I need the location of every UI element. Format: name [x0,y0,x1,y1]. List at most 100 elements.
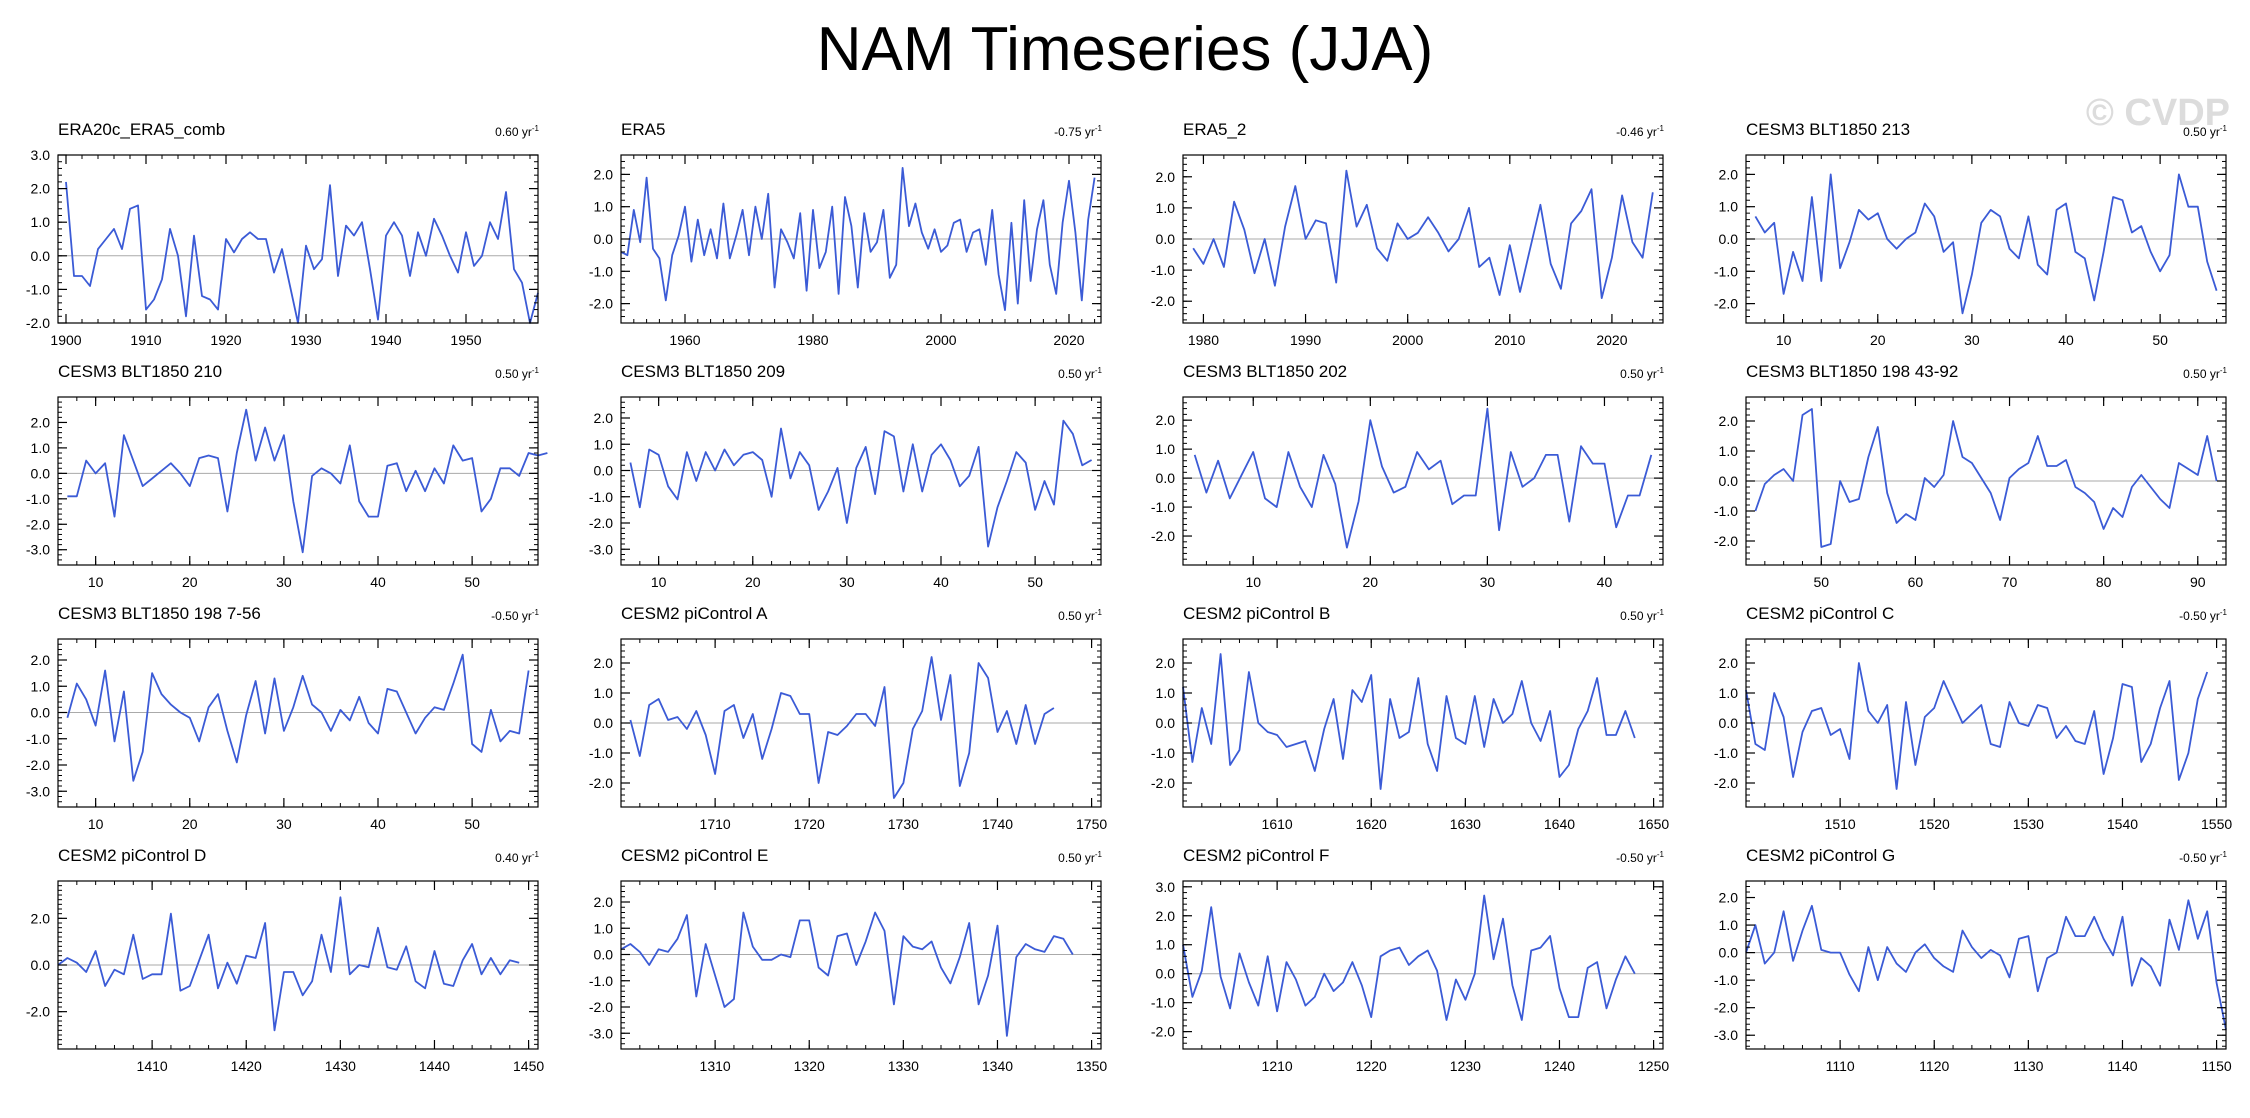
x-tick-label: 70 [2002,574,2018,590]
trend-label: 0.50 yr-1 [1058,608,1102,623]
trend-unit: yr [2209,851,2220,865]
x-tick-label: 10 [1245,574,1261,590]
x-tick-label: 60 [1908,574,1924,590]
x-tick-label: 1140 [2107,1058,2137,1074]
trend-label: 0.50 yr-1 [2183,124,2227,139]
y-tick-label: 1.0 [31,440,51,456]
x-tick-label: 1630 [1450,816,1481,832]
panel-title: ERA20c_ERA5_comb [58,120,226,139]
timeseries-chart: 10 20 30 40 50 -2.0 -1.0 0.0 1.0 2.0 [1714,154,2227,348]
x-tick-label: 1410 [137,1058,168,1074]
timeseries-chart: 50 60 70 80 90 -2.0 -1.0 0.0 1.0 2.0 [1714,396,2227,590]
trend-unit: yr [521,851,532,865]
trend-label: 0.50 yr-1 [2183,366,2227,381]
data-series-line [1745,899,2227,1030]
trend-value: 0.50 [2183,125,2207,139]
timeseries-chart: 1210 1220 1230 1240 1250 -2.0 -1.0 0.0 1.0 2.0 3.0 [1151,879,1669,1074]
x-tick-label: 2010 [1494,332,1525,348]
y-tick-label: -2.0 [589,775,613,791]
panel-title: CESM2 piControl C [1746,604,1895,623]
panel-title: ERA5 [621,120,666,139]
trend-unit: yr [1646,367,1657,381]
trend-label: 0.60 yr-1 [495,124,539,139]
timeseries-chart: 1410 1420 1430 1440 1450 -2.0 0.0 2.0 [26,880,544,1074]
y-tick-label: 2.0 [1719,890,1739,906]
x-tick-label: 1620 [1356,816,1387,832]
panel-title: CESM2 piControl A [621,604,768,623]
x-tick-label: 1730 [888,816,919,832]
trend-label: -0.50 yr-1 [2179,850,2227,865]
chart-panel: CESM3 BLT1850 209 0.50 yr-1 10 20 30 40 50 -3.0… [563,362,1103,602]
chart-panel: CESM2 piControl E 0.50 yr-1 1310 1320 1330 13… [563,846,1107,1086]
y-tick-label: 1.0 [1156,441,1176,457]
x-tick-label: 1510 [1825,816,1856,832]
panel-title: ERA5_2 [1183,120,1247,139]
y-tick-label: 3.0 [31,147,51,163]
x-tick-label: 50 [2152,332,2168,348]
y-tick-label: 1.0 [594,436,614,452]
y-tick-label: 0.0 [594,231,614,247]
x-tick-label: 1980 [1188,332,1219,348]
trend-label: 0.40 yr-1 [495,850,539,865]
trend-exponent: -1 [531,608,539,617]
trend-exponent: -1 [1656,366,1664,375]
x-tick-label: 2000 [925,332,956,348]
y-tick-label: -3.0 [589,1025,613,1041]
watermark: © CVDP [2085,92,2230,134]
data-series-line [629,419,1093,548]
trend-exponent: -1 [1094,124,1102,133]
plot-frame [1182,396,1664,566]
x-tick-label: 1130 [2013,1058,2043,1074]
trend-value: -0.50 [2179,851,2207,865]
y-tick-label: -1.0 [1151,262,1175,278]
x-tick-label: 1220 [1356,1058,1387,1074]
data-series-line [67,408,548,554]
y-tick-label: 1.0 [31,214,51,230]
trend-value: -0.50 [1616,851,1644,865]
trend-value: 0.50 [1058,851,1082,865]
x-tick-label: 1710 [700,816,731,832]
timeseries-chart: 1900 1910 1920 1930 1940 1950 -2.0 -1.0 0.0 1.0 2.… [26,147,539,348]
data-series-line [620,167,1096,312]
data-series-line [1192,169,1654,300]
x-tick-label: 1520 [1919,816,1950,832]
trend-exponent: -1 [1094,366,1102,375]
y-tick-label: -2.0 [589,515,613,531]
trend-exponent: -1 [2219,608,2227,617]
y-tick-label: -2.0 [1714,1000,1738,1016]
y-tick-label: 0.0 [1156,470,1176,486]
y-tick-label: 2.0 [594,410,614,426]
x-tick-label: 1340 [982,1058,1013,1074]
trend-value: 0.50 [2183,367,2207,381]
trend-exponent: -1 [531,850,539,859]
plot-frame [1745,880,2227,1050]
trend-unit: yr [2209,367,2220,381]
panel-title: CESM3 BLT1850 213 [1746,120,1911,139]
y-tick-label: 2.0 [31,181,51,197]
x-tick-label: 1450 [513,1058,544,1074]
x-tick-label: 1420 [231,1058,262,1074]
data-series-line [1182,653,1636,790]
data-series-line [1745,662,2209,790]
y-tick-label: -1.0 [589,745,613,761]
x-tick-label: 1960 [669,332,700,348]
panel-title: CESM3 BLT1850 210 [58,362,223,381]
trend-label: -0.50 yr-1 [1616,850,1664,865]
y-tick-label: 0.0 [31,248,51,264]
x-tick-label: 1980 [797,332,828,348]
x-tick-label: 80 [2096,574,2112,590]
x-tick-label: 1910 [130,332,161,348]
chart-panel: CESM2 piControl A 0.50 yr-1 1710 1720 1730 17… [563,604,1107,844]
x-tick-label: 1540 [2107,816,2138,832]
data-series-line [1193,407,1653,549]
trend-exponent: -1 [531,366,539,375]
x-tick-label: 40 [370,574,386,590]
y-tick-label: -2.0 [589,999,613,1015]
y-tick-label: 2.0 [1719,655,1739,671]
x-tick-label: 1240 [1544,1058,1575,1074]
chart-panel: CESM3 BLT1850 213 0.50 yr-1 10 20 30 40 50 -2.0… [1688,120,2228,360]
trend-value: 0.50 [1058,609,1082,623]
timeseries-chart: 1980 1990 2000 2010 2020 -2.0 -1.0 0.0 1.0 2.0 [1151,154,1664,348]
y-tick-label: -2.0 [26,315,50,331]
y-tick-label: -1.0 [1714,263,1738,279]
